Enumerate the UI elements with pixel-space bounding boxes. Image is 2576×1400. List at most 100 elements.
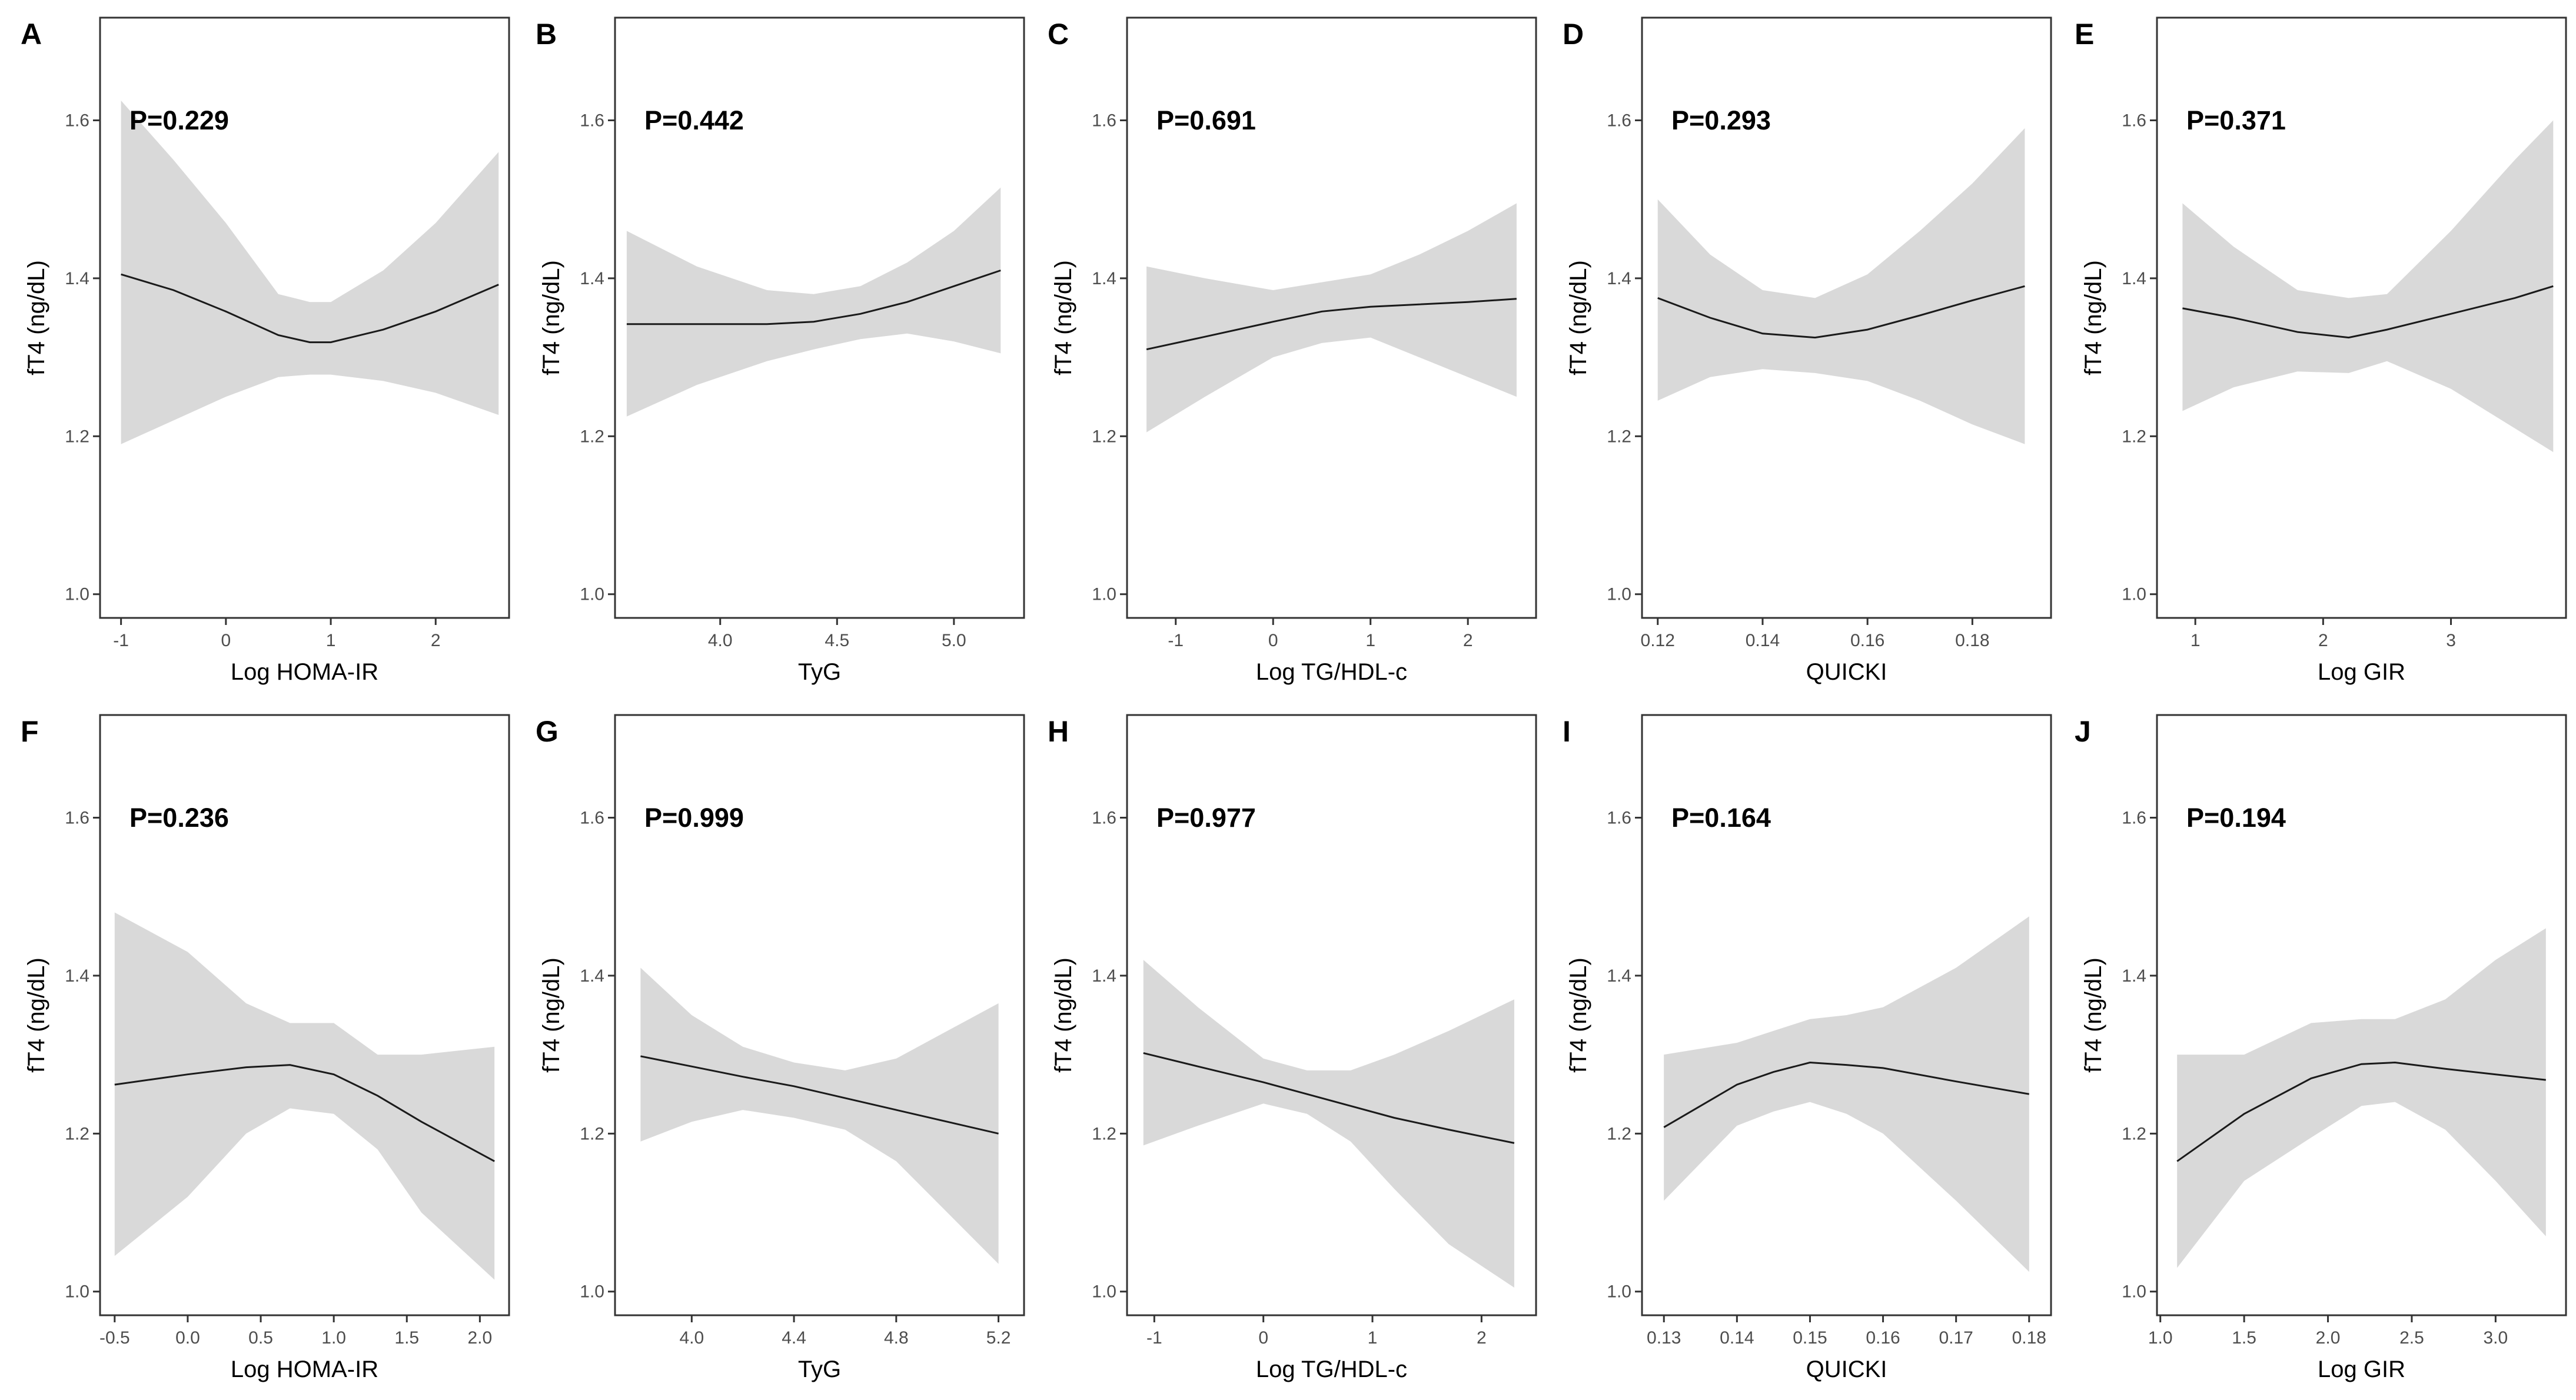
x-tick-label-i: 0.17 xyxy=(1939,1328,1973,1348)
y-axis-title-j: fT4 (ng/dL) xyxy=(2080,957,2106,1073)
y-tick-label-j: 1.0 xyxy=(2122,1282,2146,1302)
panel-letter-a: A xyxy=(21,18,42,51)
x-tick-label-g: 4.4 xyxy=(782,1328,806,1348)
y-tick-label-c: 1.0 xyxy=(1092,585,1116,604)
confidence-band-c xyxy=(1146,203,1517,433)
y-axis-title-c: fT4 (ng/dL) xyxy=(1051,260,1076,375)
panel-h: 1.0 1.2 1.4 1.6 -1 0 1 2 Log TG/HDL-c fT4 (ng/dL)… xyxy=(1048,714,1537,1382)
plot-frame-h xyxy=(1126,714,1537,1316)
panel-letter-g: G xyxy=(536,715,559,748)
y-tick-label-e: 1.4 xyxy=(2122,269,2146,288)
p-value-d: P=0.293 xyxy=(1671,105,1771,135)
x-tick-label-e: 1 xyxy=(2191,631,2201,650)
fit-line-b xyxy=(626,270,1001,325)
x-tick-label-i: 0.14 xyxy=(1720,1328,1754,1348)
panel-letter-j: J xyxy=(2075,715,2091,748)
confidence-band-e xyxy=(2182,120,2554,453)
confidence-band-i xyxy=(1664,916,2029,1272)
y-tick-label-g: 1.6 xyxy=(580,808,604,827)
plot-frame-a xyxy=(99,16,510,619)
y-tick-label-d: 1.6 xyxy=(1607,111,1631,130)
panel-letter-e: E xyxy=(2075,18,2094,51)
plot-frame-e xyxy=(2156,16,2567,619)
panel-a: 1.0 1.2 1.4 1.6 -1 0 1 2 Log HOMA-IR fT4 (ng/dL) A… xyxy=(21,16,510,685)
y-tick-label-h: 1.2 xyxy=(1092,1124,1116,1143)
x-tick-label-h: 0 xyxy=(1258,1328,1268,1348)
y-tick-label-f: 1.6 xyxy=(65,808,89,827)
x-tick-label-j: 3.0 xyxy=(2484,1328,2508,1348)
y-tick-label-b: 1.6 xyxy=(580,111,604,130)
p-value-c: P=0.691 xyxy=(1156,105,1256,135)
x-tick-label-c: -1 xyxy=(1168,631,1184,650)
y-tick-label-c: 1.4 xyxy=(1092,269,1116,288)
x-axis-title-b: TyG xyxy=(798,659,841,685)
panel-letter-d: D xyxy=(1563,18,1584,51)
panel-letter-h: H xyxy=(1048,715,1069,748)
p-value-b: P=0.442 xyxy=(644,105,744,135)
x-tick-label-b: 4.5 xyxy=(825,631,849,650)
x-tick-label-f: 0.5 xyxy=(248,1328,273,1348)
plot-frame-i xyxy=(1641,714,2052,1316)
fit-line-e xyxy=(2182,285,2554,339)
x-tick-label-g: 5.2 xyxy=(986,1328,1011,1348)
x-tick-label-e: 2 xyxy=(2318,631,2328,650)
y-axis-title-e: fT4 (ng/dL) xyxy=(2080,260,2106,375)
panel-letter-c: C xyxy=(1048,18,1069,51)
x-tick-label-h: 1 xyxy=(1368,1328,1378,1348)
x-axis-title-c: Log TG/HDL-c xyxy=(1256,659,1407,685)
x-tick-label-j: 1.0 xyxy=(2148,1328,2173,1348)
x-axis-title-h: Log TG/HDL-c xyxy=(1256,1356,1407,1382)
p-value-i: P=0.164 xyxy=(1671,803,1771,833)
y-tick-label-j: 1.4 xyxy=(2122,966,2146,986)
plot-frame-b xyxy=(614,16,1025,619)
x-tick-label-i: 0.15 xyxy=(1793,1328,1827,1348)
x-tick-label-d: 0.12 xyxy=(1641,631,1675,650)
plot-frame-d xyxy=(1641,16,2052,619)
y-axis-title-f: fT4 (ng/dL) xyxy=(24,957,49,1073)
p-value-e: P=0.371 xyxy=(2186,105,2286,135)
x-tick-label-f: 1.0 xyxy=(321,1328,346,1348)
y-tick-label-g: 1.4 xyxy=(580,966,604,986)
panel-f: 1.0 1.2 1.4 1.6 -0.5 0.0 0.5 1.0 1.5 2.0 Log HOMA-… xyxy=(21,714,510,1382)
x-tick-label-i: 0.18 xyxy=(2012,1328,2046,1348)
x-axis-title-i: QUICKI xyxy=(1806,1356,1887,1382)
x-tick-label-j: 2.5 xyxy=(2399,1328,2424,1348)
x-tick-label-c: 0 xyxy=(1268,631,1278,650)
x-tick-label-f: -0.5 xyxy=(99,1328,130,1348)
x-tick-label-d: 0.14 xyxy=(1746,631,1780,650)
confidence-band-b xyxy=(626,187,1001,417)
y-axis-title-g: fT4 (ng/dL) xyxy=(539,957,564,1073)
y-tick-label-i: 1.4 xyxy=(1607,966,1631,986)
x-tick-label-g: 4.8 xyxy=(884,1328,909,1348)
y-tick-label-b: 1.0 xyxy=(580,585,604,604)
fit-line-a xyxy=(121,273,499,344)
panel-b: 1.0 1.2 1.4 1.6 4.0 4.5 5.0 TyG fT4 (ng/dL) B P=0.… xyxy=(536,16,1025,685)
y-tick-label-d: 1.4 xyxy=(1607,269,1631,288)
x-axis-title-e: Log GIR xyxy=(2318,659,2405,685)
panel-i: 1.0 1.2 1.4 1.6 0.13 0.14 0.15 0.16 0.17 0.18 QUIC… xyxy=(1563,714,2052,1382)
fit-line-i xyxy=(1663,1061,2030,1128)
y-tick-label-j: 1.6 xyxy=(2122,808,2146,827)
x-tick-label-f: 2.0 xyxy=(467,1328,492,1348)
y-axis-title-i: fT4 (ng/dL) xyxy=(1565,957,1591,1073)
x-tick-label-c: 1 xyxy=(1365,631,1375,650)
y-tick-label-i: 1.0 xyxy=(1607,1282,1631,1302)
fit-line-c xyxy=(1146,298,1517,351)
x-tick-label-c: 2 xyxy=(1463,631,1473,650)
y-axis-title-b: fT4 (ng/dL) xyxy=(539,260,564,375)
x-tick-label-h: 2 xyxy=(1477,1328,1487,1348)
panel-g: 1.0 1.2 1.4 1.6 4.0 4.4 4.8 5.2 TyG fT4 (ng/dL) G P… xyxy=(536,714,1025,1382)
x-tick-label-j: 2.0 xyxy=(2316,1328,2341,1348)
fit-line-f xyxy=(114,1064,495,1162)
x-tick-label-b: 5.0 xyxy=(942,631,966,650)
p-value-g: P=0.999 xyxy=(644,803,744,833)
confidence-band-a xyxy=(121,100,499,444)
y-tick-label-h: 1.4 xyxy=(1092,966,1116,986)
y-tick-label-a: 1.2 xyxy=(65,427,89,446)
x-axis-title-j: Log GIR xyxy=(2318,1356,2405,1382)
x-axis-title-f: Log HOMA-IR xyxy=(231,1356,378,1382)
confidence-band-h xyxy=(1143,960,1514,1288)
x-tick-label-i: 0.16 xyxy=(1866,1328,1900,1348)
plot-frame-g xyxy=(614,714,1025,1316)
